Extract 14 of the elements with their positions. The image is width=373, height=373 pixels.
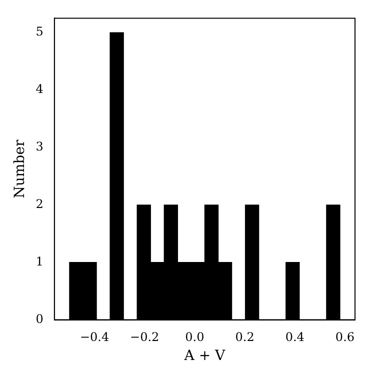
- x-tick-label: −0.4: [80, 330, 110, 344]
- y-tick-label: 5: [36, 24, 44, 39]
- y-tick-label: 3: [36, 140, 44, 154]
- x-tick-label: 0.2: [235, 330, 254, 344]
- y-tick-label: 0: [36, 312, 44, 326]
- x-tick-label: −0.2: [130, 330, 160, 344]
- y-tick-label: 1: [36, 254, 44, 268]
- y-tick-label: 4: [36, 82, 44, 96]
- x-tick-label: 0.4: [285, 330, 305, 344]
- y-axis-title: Number: [12, 139, 28, 198]
- x-tick-label: 0.0: [185, 330, 204, 344]
- x-axis-title: A + V: [183, 348, 226, 364]
- y-tick-label: 2: [36, 197, 44, 212]
- x-tick-label: 0.6: [335, 330, 355, 344]
